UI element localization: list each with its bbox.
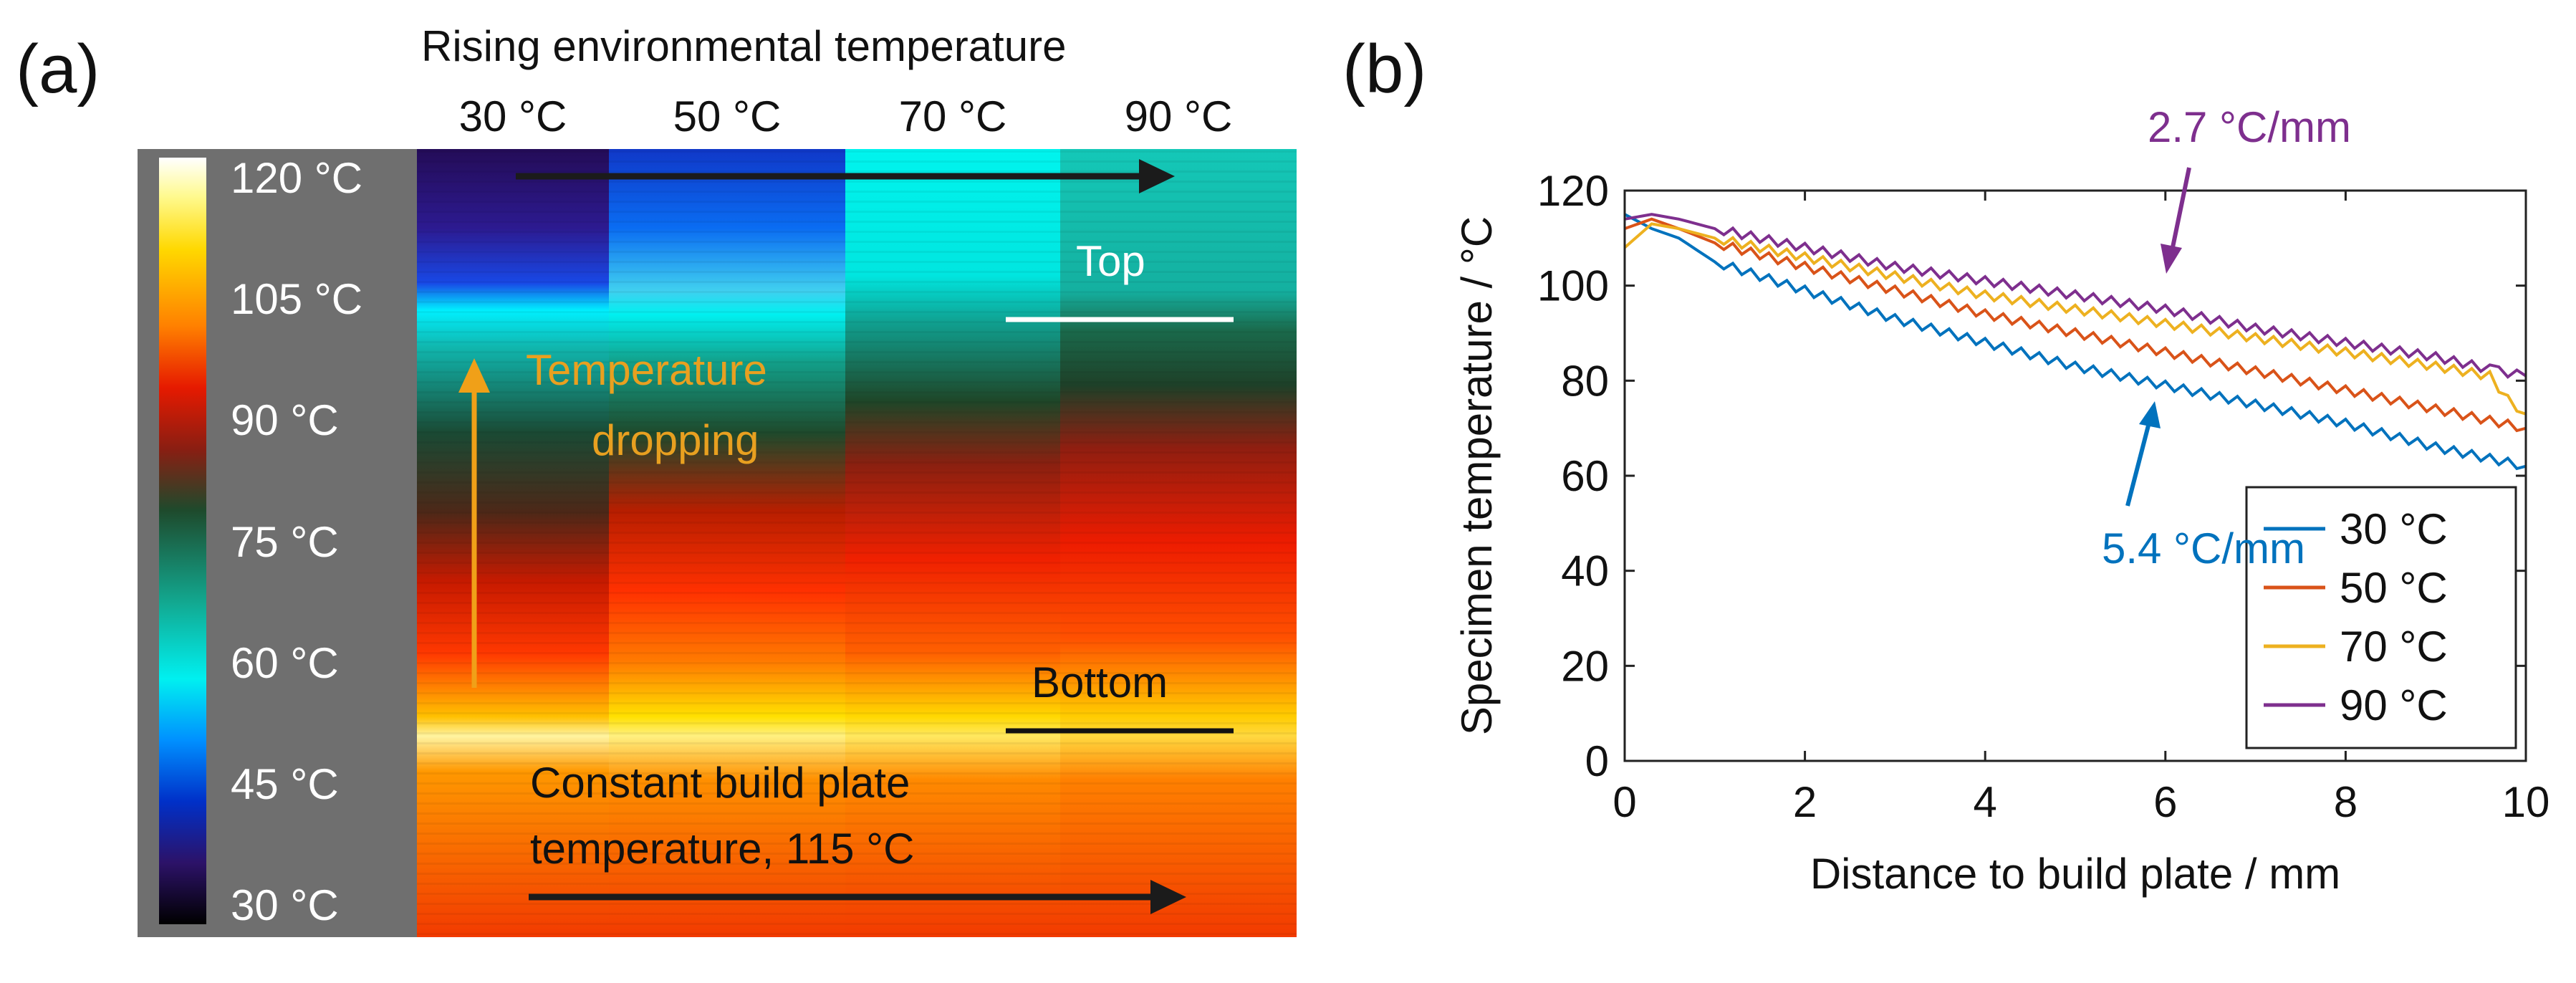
plate-arrow (529, 880, 1186, 914)
y-axis-label: Specimen temperature / °C (1453, 216, 1501, 735)
colorbar-tick-label: 120 °C (231, 154, 363, 202)
y-tick-label: 100 (1537, 262, 1609, 310)
x-tick-label: 4 (1974, 778, 1997, 826)
x-tick-label: 6 (2153, 778, 2177, 826)
x-tick-label: 2 (1793, 778, 1817, 826)
rising-arrow (516, 159, 1175, 193)
y-tick-label: 0 (1585, 737, 1609, 785)
thermal-image (138, 149, 1297, 937)
series-line-3 (1624, 213, 2527, 379)
panel-a-header: Rising environmental temperature (421, 22, 1067, 70)
column-label: 90 °C (1124, 92, 1233, 140)
colorbar-tick-label: 105 °C (231, 275, 363, 324)
dropping-arrow (458, 358, 490, 688)
series-line-1 (1624, 217, 2527, 433)
legend-label-3: 90 °C (2340, 681, 2448, 729)
column-label: 30 °C (458, 92, 567, 140)
colorbar (159, 158, 206, 924)
dropping-label-line2: dropping (592, 416, 759, 464)
annotation-5-4-arrowhead (2139, 401, 2161, 428)
plate-label-line2: temperature, 115 °C (530, 825, 915, 873)
x-axis-label: Distance to build plate / mm (1810, 850, 2340, 898)
colorbar-tick-label: 45 °C (231, 759, 339, 808)
legend-label-2: 70 °C (2340, 623, 2448, 671)
column-label: 50 °C (673, 92, 782, 140)
colorbar-tick-label: 90 °C (231, 396, 339, 445)
colorbar-tick-label: 30 °C (231, 881, 339, 929)
annotation-5-4: 5.4 °C/mm (2102, 524, 2305, 572)
y-tick-label: 20 (1561, 642, 1609, 690)
y-tick-label: 120 (1537, 167, 1609, 215)
bottom-label: Bottom (1032, 658, 1168, 706)
scan-lines (417, 149, 1297, 937)
colorbar-tick-label: 75 °C (231, 517, 339, 566)
x-tick-label: 8 (2334, 778, 2358, 826)
column-label: 70 °C (898, 92, 1007, 140)
series-line-2 (1623, 222, 2527, 416)
y-tick-label: 40 (1561, 547, 1609, 595)
annotation-2-7-arrowhead (2161, 244, 2182, 274)
annotation-2-7: 2.7 °C/mm (2148, 103, 2351, 151)
y-tick-label: 60 (1561, 452, 1609, 500)
series-line-0 (1624, 213, 2527, 471)
y-tick-label: 80 (1561, 357, 1609, 405)
x-tick-label: 0 (1613, 778, 1636, 826)
panel-b-label: (b) (1342, 31, 1427, 107)
plate-label-line1: Constant build plate (530, 759, 910, 807)
legend-label-1: 50 °C (2340, 564, 2448, 612)
dropping-label-line1: Temperature (526, 346, 767, 394)
annotation-2-7-arrow-line (2170, 167, 2191, 251)
x-tick-label: 10 (2502, 778, 2550, 826)
panel-a-label: (a) (16, 31, 100, 107)
top-label: Top (1076, 237, 1145, 285)
legend-label-0: 30 °C (2340, 505, 2448, 553)
colorbar-tick-label: 60 °C (231, 638, 339, 687)
annotation-5-4-arrow-line (2125, 422, 2151, 507)
